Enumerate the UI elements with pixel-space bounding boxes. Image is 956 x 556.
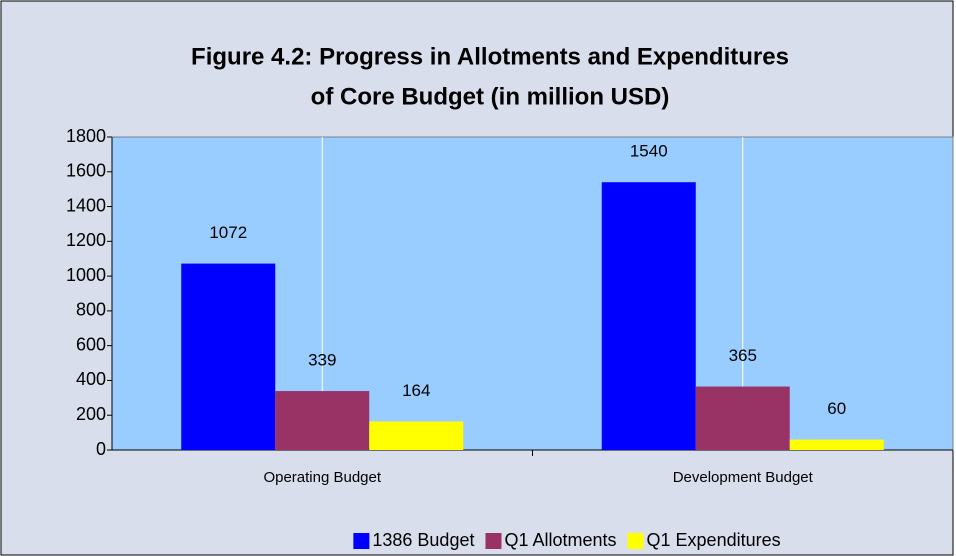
- bar: [369, 421, 464, 450]
- y-tick-label: 1400: [66, 195, 106, 215]
- bar: [181, 263, 276, 450]
- data-label: 164: [402, 381, 430, 400]
- data-label: 365: [729, 346, 757, 365]
- y-tick-label: 400: [76, 369, 106, 389]
- y-tick-label: 1200: [66, 230, 106, 250]
- chart-title: Figure 4.2: Progress in Allotments and E…: [191, 43, 789, 70]
- bar: [695, 386, 790, 450]
- legend-label: Q1 Expenditures: [647, 530, 781, 550]
- y-tick-label: 600: [76, 334, 106, 354]
- data-label: 339: [308, 351, 336, 370]
- y-tick-label: 1800: [66, 126, 106, 146]
- legend-swatch: [353, 533, 370, 549]
- legend-label: Q1 Allotments: [504, 530, 616, 550]
- y-tick-label: 0: [96, 439, 106, 459]
- data-label: 1540: [630, 142, 668, 161]
- legend-swatch: [627, 533, 644, 549]
- y-tick-label: 1000: [66, 265, 106, 285]
- bar: [275, 391, 370, 450]
- bar: [601, 182, 696, 450]
- y-tick-label: 1600: [66, 161, 106, 181]
- y-tick-label: 200: [76, 404, 106, 424]
- data-label: 1072: [209, 223, 247, 242]
- data-label: 60: [827, 399, 846, 418]
- y-tick-label: 800: [76, 300, 106, 320]
- bar: [789, 439, 884, 450]
- x-tick-label: Development Budget: [673, 469, 814, 486]
- legend-swatch: [485, 533, 502, 549]
- chart-title: of Core Budget (in million USD): [311, 83, 670, 110]
- legend-label: 1386 Budget: [372, 530, 474, 550]
- x-tick-label: Operating Budget: [263, 469, 381, 486]
